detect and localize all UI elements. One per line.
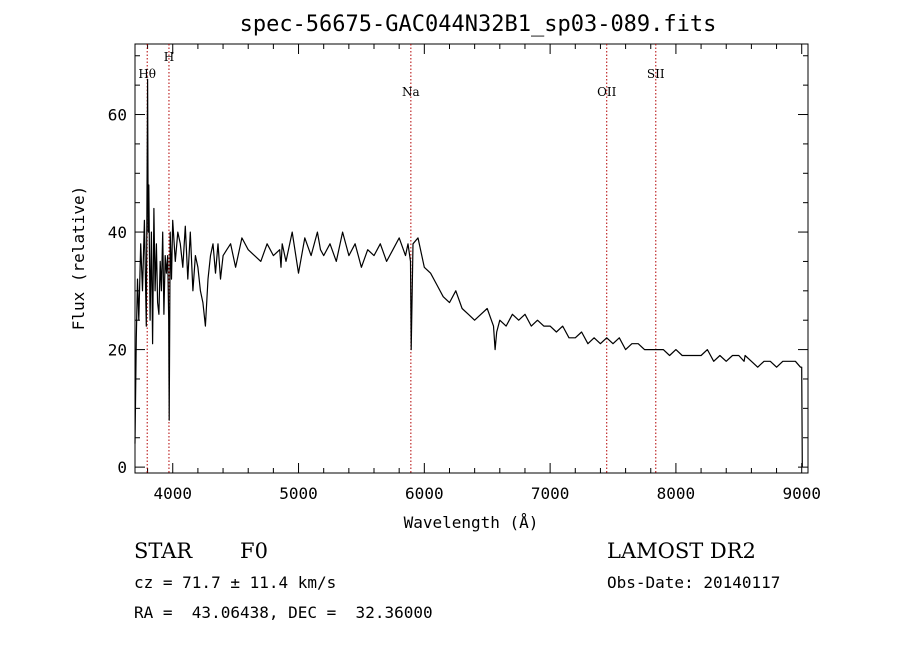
redshift-cz: cz = 71.7 ± 11.4 km/s [134,573,337,592]
survey-label: LAMOST DR2 [607,539,756,563]
x-tick-label: 6000 [405,484,444,503]
object-class: STAR [134,539,193,563]
coordinates: RA = 43.06438, DEC = 32.36000 [134,603,433,622]
y-tick-label: 0 [117,458,127,477]
chart-title: spec-56675-GAC044N32B1_sp03-089.fits [240,12,717,37]
x-tick-label: 8000 [657,484,696,503]
y-tick-label: 20 [108,341,127,360]
subclass: F0 [240,539,268,563]
line-marker-label: OII [597,85,617,99]
x-tick-label: 9000 [782,484,821,503]
line-marker-label: H [164,50,174,64]
y-tick-label: 40 [108,223,127,242]
x-tick-label: 7000 [531,484,570,503]
x-axis-label: Wavelength (Å) [404,513,539,532]
x-tick-label: 5000 [279,484,318,503]
x-tick-label: 4000 [153,484,192,503]
line-marker-label: Hθ [138,67,156,81]
observation-date: Obs-Date: 20140117 [607,573,781,592]
y-tick-label: 60 [108,106,127,125]
plot-frame [134,43,809,474]
line-marker-label: Na [402,85,420,99]
y-axis-label: Flux (relative) [69,186,88,331]
spectrum-series-line [134,78,803,468]
line-marker-label: SII [647,67,665,81]
